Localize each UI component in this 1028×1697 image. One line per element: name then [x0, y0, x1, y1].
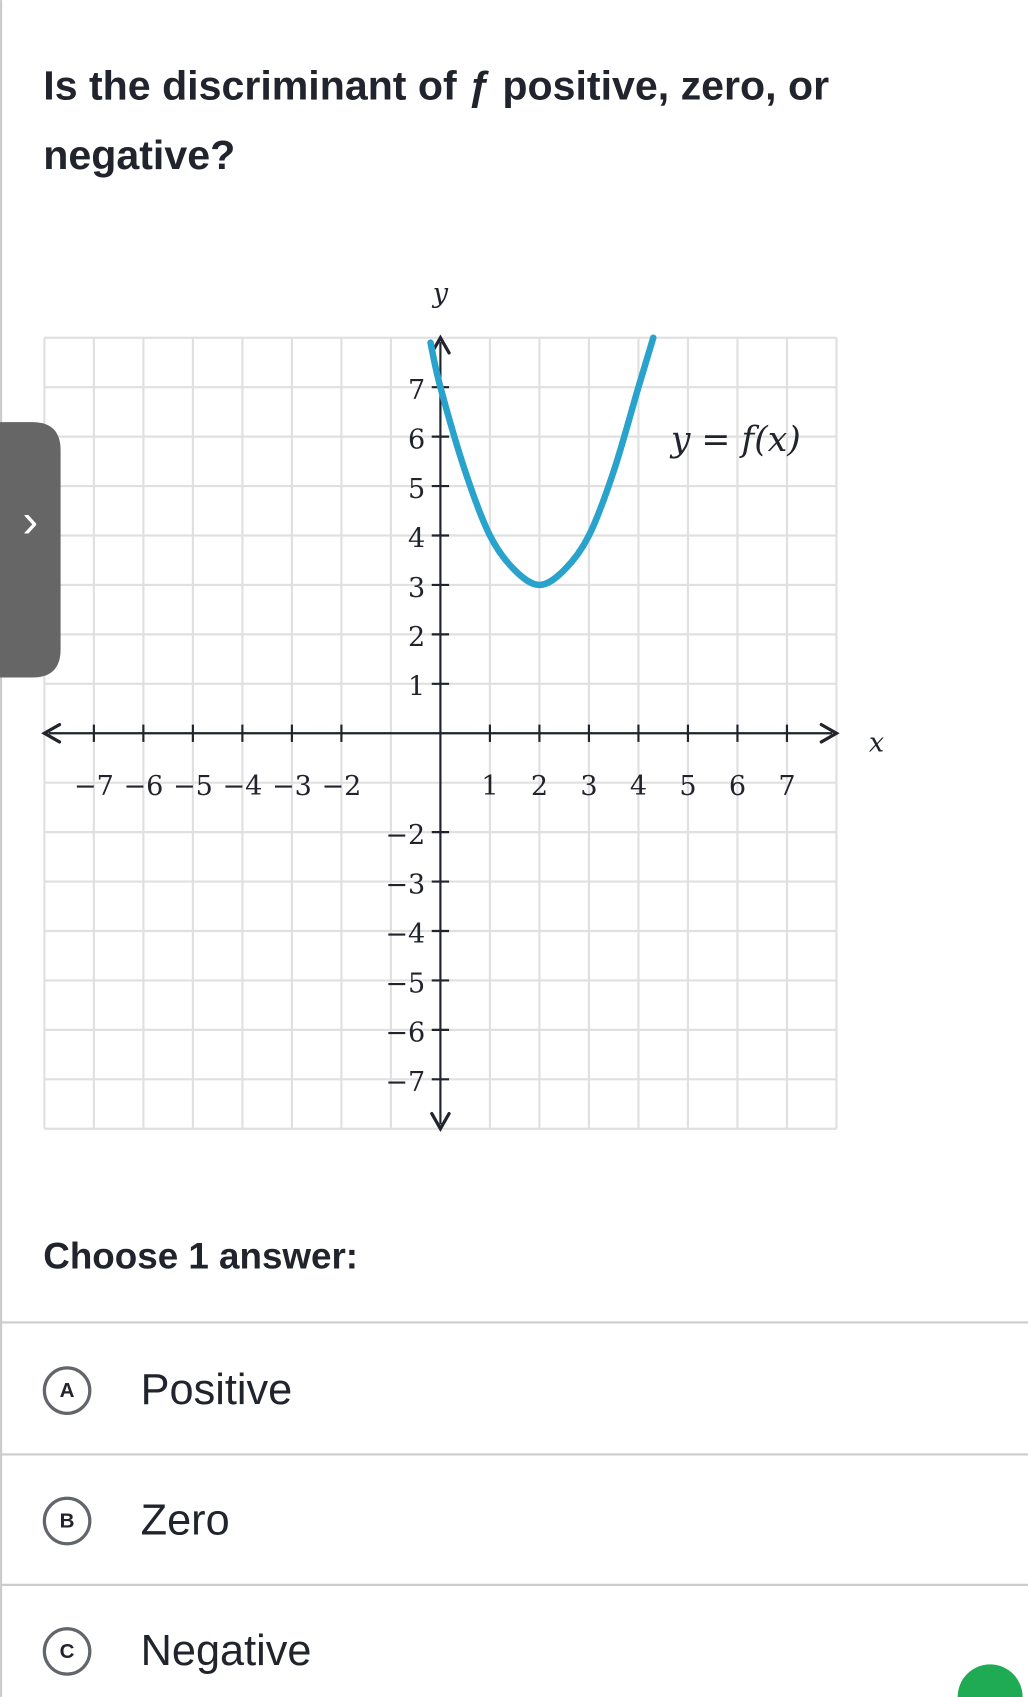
- y-tick-label: −5: [385, 968, 425, 999]
- question-line: negative?: [43, 132, 235, 178]
- y-tick-label: 5: [408, 474, 425, 505]
- y-tick-label: 2: [408, 622, 425, 653]
- option-circle: [42, 1627, 92, 1676]
- side-tab[interactable]: [0, 422, 61, 678]
- y-tick-label: −3: [385, 869, 425, 900]
- check-button[interactable]: [957, 1664, 1023, 1697]
- x-tick-label: 3: [580, 771, 597, 802]
- option-circle: [42, 1496, 92, 1546]
- y-axis-label: y: [432, 278, 449, 309]
- axis-arrow: [430, 1111, 451, 1133]
- x-tick-label: −6: [123, 771, 163, 802]
- option-text: Positive: [141, 1366, 293, 1414]
- x-tick-label: 1: [481, 771, 498, 802]
- x-tick-label: 4: [630, 771, 647, 802]
- option[interactable]: C Negative: [42, 1627, 312, 1676]
- graph: −7 −6 −5 −4 −3 −2 1 2 3 4 5 6 7 −7 −6 −5 −4 −3 −2 1 2 3 4 5 6 7 x y…: [41, 278, 884, 1133]
- prompt: Choose 1 answer:: [43, 1235, 358, 1276]
- y-tick-label: −4: [385, 919, 425, 950]
- axis-arrow: [819, 722, 840, 744]
- curve: [427, 334, 657, 589]
- option-text: Negative: [141, 1627, 312, 1675]
- option-circle: [42, 1366, 92, 1415]
- y-tick-label: −2: [385, 820, 425, 851]
- x-axis-label: x: [869, 728, 884, 759]
- option-text: Zero: [141, 1497, 230, 1545]
- x-tick-label: −2: [321, 771, 361, 802]
- y-tick-label: 4: [408, 523, 425, 554]
- y-tick-label: −6: [385, 1018, 425, 1049]
- x-tick-label: −3: [272, 771, 312, 802]
- x-tick-label: 2: [531, 771, 548, 802]
- question-line: Is the discriminant of ƒ positive, zero,…: [43, 63, 829, 109]
- curve-label: y = f(x): [669, 420, 801, 460]
- axis-arrow: [41, 722, 62, 744]
- x-tick-label: 5: [679, 771, 696, 802]
- option-letter: C: [60, 1640, 75, 1663]
- x-tick-label: −4: [222, 771, 262, 802]
- option[interactable]: A Positive: [42, 1366, 293, 1415]
- options: A Positive B Zero C Negative: [0, 1321, 1028, 1676]
- x-tick-label: 7: [778, 771, 795, 802]
- y-tick-label: −7: [385, 1067, 425, 1098]
- x-tick-label: −7: [74, 771, 114, 802]
- option[interactable]: B Zero: [42, 1496, 230, 1546]
- x-tick-label: −5: [173, 771, 213, 802]
- y-tick-label: 6: [408, 424, 425, 455]
- tab-chevron: ›: [22, 495, 38, 548]
- option-letter: A: [60, 1379, 75, 1402]
- option-letter: B: [60, 1510, 75, 1533]
- x-tick-label: 6: [729, 771, 746, 802]
- y-tick-label: 7: [408, 375, 425, 406]
- y-tick-label: 3: [408, 573, 425, 604]
- y-tick-label: 1: [408, 672, 425, 703]
